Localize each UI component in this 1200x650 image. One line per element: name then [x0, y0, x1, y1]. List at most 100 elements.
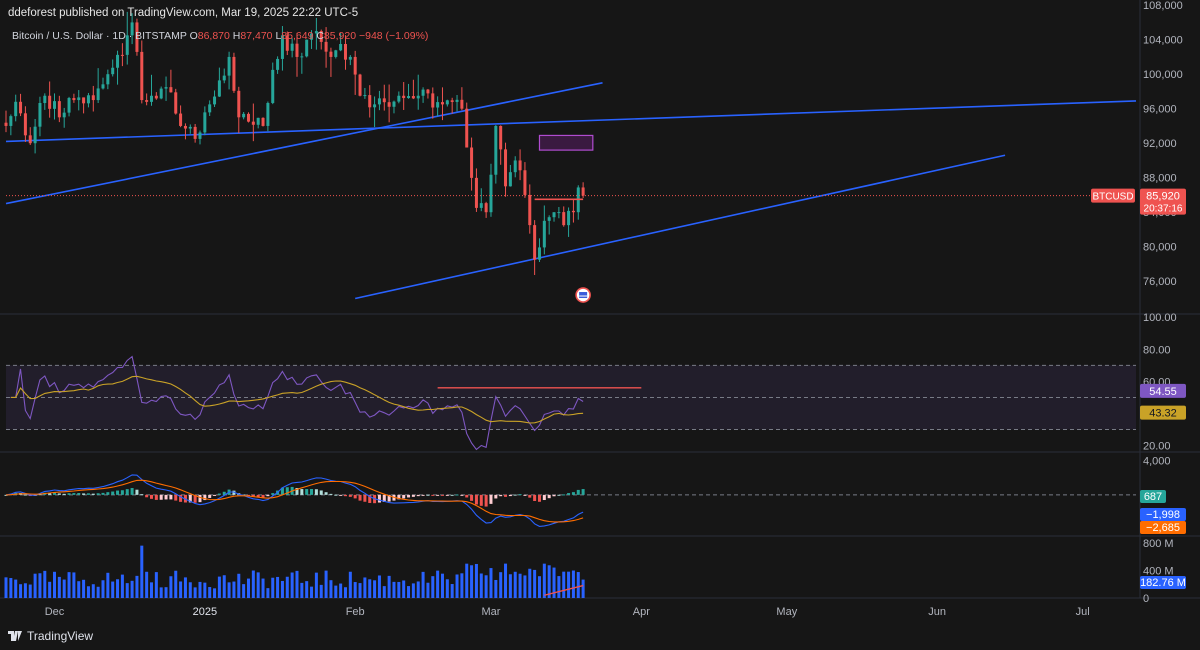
volume-axis-label: 0: [1143, 593, 1149, 605]
volume-bar: [222, 575, 226, 598]
macd-histogram-bar: [305, 489, 309, 495]
candle-body: [67, 98, 71, 113]
volume-bar: [504, 563, 508, 598]
volume-bar: [528, 568, 532, 598]
volume-bar: [57, 576, 61, 598]
volume-bar: [431, 576, 435, 598]
macd-histogram-bar: [96, 493, 100, 495]
candle-body: [106, 74, 110, 85]
chart-canvas[interactable]: 108,000 104,000 100,000 96,000 92,000 88,000 8…: [0, 0, 1200, 626]
macd-histogram-bar: [431, 494, 435, 496]
candle-body: [557, 212, 561, 214]
time-axis-label: 2025: [193, 606, 217, 618]
volume-bar: [256, 572, 260, 598]
candle-body: [542, 220, 546, 248]
volume-bar: [537, 576, 541, 598]
macd-histogram-bar: [523, 494, 527, 496]
candle-body: [343, 43, 347, 60]
volume-bar: [217, 576, 221, 598]
macd-histogram-bar: [208, 494, 212, 498]
macd-hist-label: 687: [1144, 491, 1162, 503]
macd-histogram-bar: [213, 494, 217, 496]
macd-histogram-bar: [348, 494, 352, 497]
volume-bar: [120, 574, 124, 598]
volume-bar: [499, 572, 503, 598]
macd-histogram-bar: [159, 494, 163, 500]
candle-body: [169, 87, 173, 93]
volume-bar: [557, 576, 561, 598]
rsi-line: [10, 355, 584, 451]
volume-bar: [271, 577, 275, 598]
macd-histogram-bar: [460, 494, 464, 496]
signal-value-label: −2,685: [1146, 522, 1180, 534]
macd-histogram-bar: [62, 493, 66, 495]
macd-histogram-bar: [353, 494, 357, 499]
volume-bar: [111, 581, 115, 598]
trendline-0: [5, 82, 603, 205]
volume-bar: [101, 580, 105, 598]
volume-bar: [140, 545, 144, 598]
candle-body: [266, 102, 270, 126]
candle-body: [9, 116, 13, 126]
candle-body: [246, 113, 250, 122]
volume-bar: [358, 583, 362, 598]
volume-bar: [290, 572, 294, 598]
resistance-zone: [538, 134, 594, 151]
candle-body: [28, 135, 32, 144]
macd-line: [5, 474, 584, 527]
volume-badge: [1140, 576, 1186, 589]
volume-bar: [4, 577, 8, 598]
volume-bar: [450, 584, 454, 598]
macd-histogram-bar: [82, 493, 86, 495]
macd-histogram-bar: [416, 494, 420, 497]
candle-body: [358, 74, 362, 96]
tradingview-brand[interactable]: TradingView: [8, 629, 93, 643]
volume-value-label: 182.76 M: [1140, 577, 1186, 589]
volume-bar: [164, 587, 168, 598]
volume-bar: [402, 580, 406, 598]
time-axis-label: Feb: [346, 606, 365, 618]
macd-histogram-bar: [402, 494, 406, 499]
macd-histogram-bar: [319, 490, 323, 495]
candle-body: [523, 170, 527, 195]
candle-body: [280, 35, 284, 59]
volume-bar: [193, 587, 197, 598]
candle-body: [373, 104, 377, 108]
volume-bar: [377, 575, 381, 598]
price-axis-label: 92,000: [1143, 138, 1177, 150]
volume-bar: [324, 570, 328, 598]
volume-bar: [203, 582, 207, 598]
candle-body: [431, 93, 435, 108]
price-axis-label: 76,000: [1143, 276, 1177, 288]
macd-histogram-bar: [193, 494, 197, 503]
candle-body: [276, 58, 280, 70]
rsi-ma-badge: [1140, 405, 1186, 420]
volume-bar: [343, 587, 347, 598]
volume-bar: [72, 572, 76, 598]
volume-bar: [314, 572, 318, 598]
volume-bar: [77, 581, 81, 598]
macd-histogram-bar: [188, 494, 192, 503]
volume-bar: [285, 576, 289, 598]
candle-body: [377, 98, 381, 105]
volume-bar: [494, 579, 498, 598]
macd-histogram-bar: [125, 489, 129, 495]
macd-histogram-bar: [57, 493, 61, 495]
volume-bar: [237, 573, 241, 598]
macd-histogram-bar: [183, 494, 187, 503]
rsi-value-badge: [1140, 383, 1186, 398]
volume-bar: [251, 570, 255, 598]
volume-bar: [392, 581, 396, 598]
macd-histogram-bar: [479, 494, 483, 506]
volume-bar: [9, 578, 13, 598]
macd-histogram-bar: [528, 494, 532, 498]
candle-body: [518, 160, 522, 171]
candle-body: [140, 51, 144, 101]
macd-histogram-bar: [397, 494, 401, 500]
candle-body: [387, 102, 391, 107]
macd-histogram-bar: [513, 494, 517, 496]
macd-histogram-bar: [508, 494, 512, 497]
candle-body: [450, 100, 454, 102]
macd-histogram-bar: [499, 494, 503, 497]
macd-histogram-bar: [440, 494, 444, 496]
